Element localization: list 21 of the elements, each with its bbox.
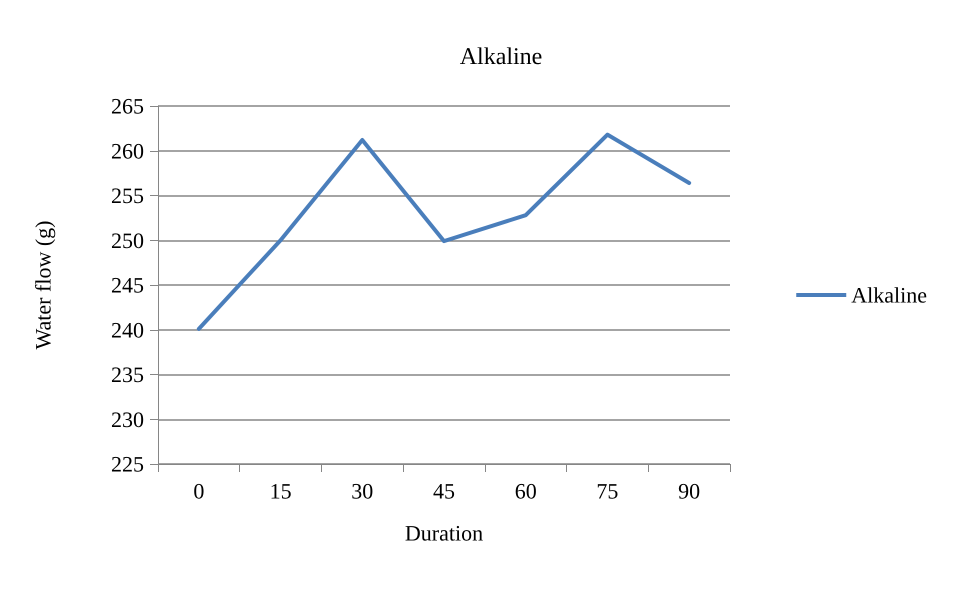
y-tick-label: 230 (111, 406, 144, 432)
x-tick-label: 60 (514, 478, 537, 504)
y-tick-label: 235 (111, 362, 144, 387)
y-tick-label: 250 (111, 228, 144, 253)
y-tick-label: 255 (111, 183, 144, 208)
x-tick-label: 0 (193, 478, 204, 504)
chart-title: Alkaline (460, 44, 542, 70)
x-tick-label: 15 (270, 478, 292, 504)
x-tick-label: 30 (351, 478, 374, 504)
y-tick-label: 245 (111, 272, 144, 298)
y-axis-title: Water flow (g) (30, 220, 56, 350)
y-tick-label: 240 (111, 317, 144, 342)
legend-label: Alkaline (851, 282, 928, 308)
x-axis-title: Duration (404, 520, 484, 546)
y-tick-label: 260 (111, 138, 144, 164)
y-tick-label: 225 (111, 452, 144, 476)
x-tick-label: 45 (433, 478, 455, 504)
line-series (196, 132, 692, 331)
y-tick-label: 265 (111, 94, 144, 118)
x-tick-label: 75 (596, 478, 618, 504)
x-tick-label: 90 (678, 478, 700, 504)
